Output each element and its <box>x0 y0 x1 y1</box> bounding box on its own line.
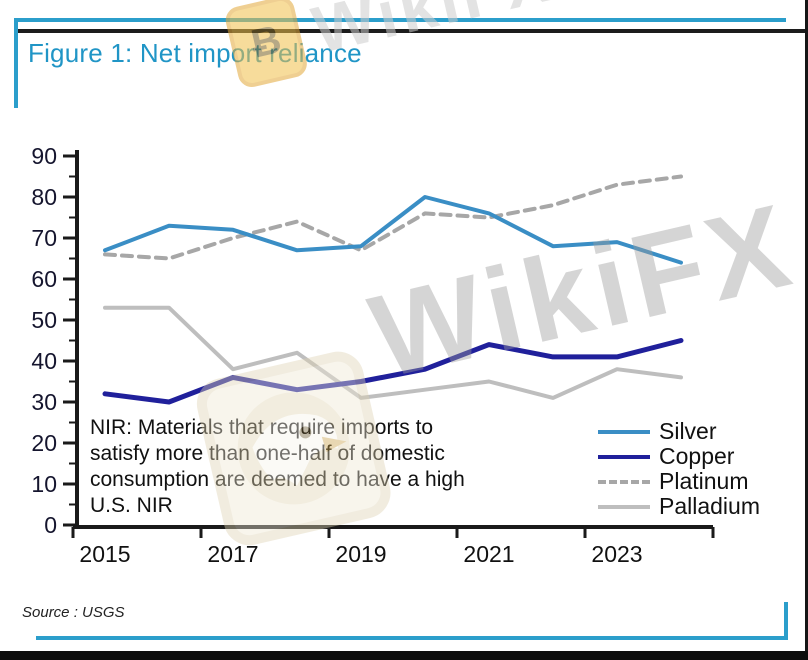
legend-item-copper: Copper <box>598 444 760 469</box>
nir-definition-note: NIR: Materials that require imports to s… <box>90 416 465 517</box>
left-blue-bracket <box>14 18 18 108</box>
top-black-rule <box>14 29 808 33</box>
legend-item-silver: Silver <box>598 419 760 444</box>
top-blue-rule <box>14 18 786 22</box>
legend-item-platinum: Platinum <box>598 469 760 494</box>
right-page-border <box>805 0 808 660</box>
y-axis-label: 60 <box>31 266 57 292</box>
source-caption: Source : USGS <box>22 604 125 621</box>
y-axis-label: 20 <box>31 430 57 456</box>
series-line-platinum <box>103 174 683 261</box>
legend-swatch-palladium <box>598 504 650 509</box>
y-axis-label: 70 <box>31 225 57 251</box>
x-axis-label: 2017 <box>207 541 258 567</box>
legend-label-platinum: Platinum <box>659 468 749 494</box>
y-axis-label: 40 <box>31 348 57 374</box>
series-line-copper <box>102 338 684 405</box>
series-line-silver <box>103 195 683 265</box>
legend-item-palladium: Palladium <box>598 494 760 519</box>
y-axis-label: 30 <box>31 389 57 415</box>
legend-label-silver: Silver <box>659 418 717 444</box>
y-axis-label: 80 <box>31 184 57 210</box>
bottom-page-border <box>0 651 808 660</box>
bottom-right-bracket <box>784 602 788 640</box>
bottom-blue-rule <box>36 636 788 640</box>
legend-label-palladium: Palladium <box>659 493 760 519</box>
x-axis-label: 2019 <box>335 541 386 567</box>
y-axis-label: 10 <box>31 471 57 497</box>
x-axis-label: 2023 <box>591 541 642 567</box>
series-line-palladium <box>103 305 683 400</box>
legend-label-copper: Copper <box>659 443 735 469</box>
y-axis-label: 0 <box>44 512 57 538</box>
y-axis-label: 90 <box>31 143 57 169</box>
x-axis-label: 2015 <box>79 541 130 567</box>
legend-swatch-silver <box>598 429 650 434</box>
y-axis-label: 50 <box>31 307 57 333</box>
legend-swatch-copper <box>598 454 650 459</box>
x-axis-label: 2021 <box>463 541 514 567</box>
legend-swatch-platinum <box>598 479 650 484</box>
chart-legend: Silver Copper Platinum Palladium <box>598 419 760 519</box>
